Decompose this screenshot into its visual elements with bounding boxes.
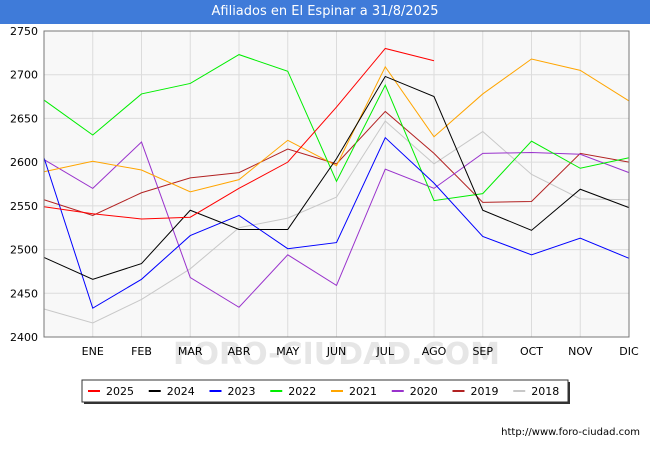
series-layer xyxy=(43,47,630,324)
watermark-text: FORO-CIUDAD.COM xyxy=(173,337,500,372)
grid-lines xyxy=(44,30,630,338)
source-url: http://www.foro-ciudad.com xyxy=(501,427,640,438)
x-tick-label: JUL xyxy=(376,345,395,358)
series-line-2022 xyxy=(43,54,630,202)
legend-label-2019: 2019 xyxy=(471,385,499,398)
legend: 2025 2024 2023 2022 2021 2020 2019 2018 xyxy=(81,379,570,404)
series-line-2019 xyxy=(43,110,630,217)
legend-label-2020: 2020 xyxy=(410,385,438,398)
x-tick-label: ABR xyxy=(228,345,251,358)
y-tick-label: 2600 xyxy=(10,156,38,169)
plot-frame xyxy=(43,30,630,338)
legend-label-2018: 2018 xyxy=(531,385,559,398)
x-tick-label: JUN xyxy=(326,345,347,358)
series-line-2023 xyxy=(43,136,630,309)
series-line-2018 xyxy=(43,120,630,324)
legend-label-2024: 2024 xyxy=(167,385,195,398)
legend-label-2025: 2025 xyxy=(106,385,134,398)
legend-label-2021: 2021 xyxy=(349,385,377,398)
x-tick-label: SEP xyxy=(472,345,493,358)
series-line-2025 xyxy=(43,47,435,220)
x-tick-label: FEB xyxy=(131,345,152,358)
y-tick-label: 2400 xyxy=(10,331,38,344)
x-tick-label: MAR xyxy=(178,345,203,358)
legend-label-2023: 2023 xyxy=(228,385,256,398)
legend-box xyxy=(81,379,569,403)
series-line-2024 xyxy=(43,75,630,280)
series-line-2020 xyxy=(43,141,630,308)
x-tick-label: MAY xyxy=(276,345,299,358)
y-tick-label: 2550 xyxy=(10,200,38,213)
y-tick-label: 2700 xyxy=(10,69,38,82)
x-tick-label: ENE xyxy=(82,345,104,358)
y-tick-label: 2500 xyxy=(10,244,38,257)
y-tick-label: 2650 xyxy=(10,112,38,125)
x-tick-label: AGO xyxy=(422,345,447,358)
x-tick-label: OCT xyxy=(520,345,543,358)
x-tick-label: NOV xyxy=(568,345,593,358)
y-tick-label: 2450 xyxy=(10,287,38,300)
series-line-2021 xyxy=(43,58,630,193)
x-tick-label: DIC xyxy=(619,345,639,358)
y-tick-label: 2750 xyxy=(10,25,38,38)
legend-label-2022: 2022 xyxy=(288,385,316,398)
chart-title: Afiliados en El Espinar a 31/8/2025 xyxy=(0,0,650,24)
axes: 2400 2450 2500 2550 2600 2650 2700 2750 ENE FEB MA… xyxy=(10,25,639,358)
